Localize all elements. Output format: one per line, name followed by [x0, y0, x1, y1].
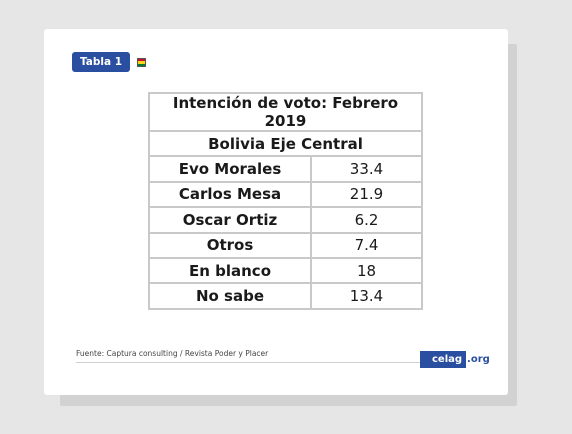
candidate-value: 18 [310, 256, 423, 285]
flag-stripe-yellow [138, 61, 145, 64]
bolivia-flag-icon [137, 58, 146, 67]
table-subtitle-row: Bolivia Eje Central [148, 129, 423, 158]
candidate-label: Oscar Ortiz [148, 206, 312, 234]
candidate-label: Evo Morales [148, 155, 312, 183]
footer-divider [76, 362, 424, 363]
logo-main: celag [420, 351, 467, 368]
table-row: Evo Morales 33.4 [148, 155, 423, 183]
table-row: En blanco 18 [148, 256, 423, 285]
table-card: Tabla 1 Intención de voto: Febrero 2019 … [44, 29, 508, 395]
table-title: Intención de voto: Febrero 2019 [148, 92, 423, 132]
vote-intention-table: Intención de voto: Febrero 2019 Bolivia … [148, 92, 423, 310]
logo-domain: .org [467, 354, 490, 365]
table-row: No sabe 13.4 [148, 282, 423, 310]
table-subtitle: Bolivia Eje Central [148, 129, 423, 158]
candidate-value: 7.4 [310, 231, 423, 259]
source-note: Fuente: Captura consulting / Revista Pod… [76, 349, 269, 358]
candidate-label: En blanco [148, 256, 312, 285]
candidate-label: Carlos Mesa [148, 180, 312, 209]
celag-logo: celag .org [420, 351, 490, 368]
candidate-label: Otros [148, 231, 312, 259]
table-row: Oscar Ortiz 6.2 [148, 206, 423, 234]
candidate-value: 13.4 [310, 282, 423, 310]
table-row: Otros 7.4 [148, 231, 423, 259]
table-row: Carlos Mesa 21.9 [148, 180, 423, 209]
table-tag: Tabla 1 [72, 52, 130, 72]
flag-stripe-red [138, 59, 145, 62]
flag-stripe-green [138, 63, 145, 66]
table-title-row: Intención de voto: Febrero 2019 [148, 92, 423, 132]
candidate-value: 6.2 [310, 206, 423, 234]
candidate-value: 33.4 [310, 155, 423, 183]
candidate-label: No sabe [148, 282, 312, 310]
candidate-value: 21.9 [310, 180, 423, 209]
